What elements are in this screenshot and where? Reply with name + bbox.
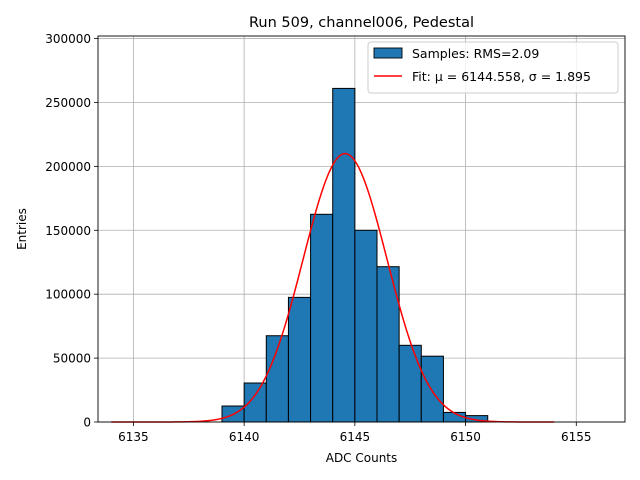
plot-frame: [97, 35, 626, 423]
legend-histogram-swatch: [373, 47, 403, 59]
x-tick-label: 6155: [561, 430, 592, 444]
y-tick-label: 50000: [53, 352, 91, 366]
legend-histogram-label: Samples: RMS=2.09: [412, 46, 539, 61]
legend: Samples: RMS=2.09 Fit: μ = 6144.558, σ =…: [367, 41, 619, 94]
y-axis-label: Entries: [15, 208, 29, 250]
x-tick-label: 6140: [229, 430, 260, 444]
x-tick-label: 6135: [118, 430, 149, 444]
legend-fit-label: Fit: μ = 6144.558, σ = 1.895: [412, 69, 591, 84]
x-tick-label: 6150: [450, 430, 481, 444]
histogram-bar: [354, 229, 378, 423]
x-axis-label: ADC Counts: [326, 451, 398, 465]
histogram-bar: [310, 213, 334, 423]
histogram-bar: [420, 355, 444, 423]
x-tick-label: 6145: [340, 430, 371, 444]
y-axis-ticks: 0 50000 100000 150000 200000 250000 300000: [45, 32, 98, 430]
histogram-bar: [398, 344, 422, 423]
histogram-bar: [243, 382, 267, 423]
y-tick-label: 0: [83, 416, 91, 430]
y-tick-label: 250000: [45, 96, 91, 110]
y-tick-label: 100000: [45, 288, 91, 302]
y-tick-label: 300000: [45, 32, 91, 46]
chart-title: Run 509, channel006, Pedestal: [249, 15, 474, 31]
y-tick-label: 200000: [45, 160, 91, 174]
histogram-bars: [221, 87, 489, 423]
x-axis-ticks: 6135 6140 6145 6150 6155: [118, 422, 592, 444]
histogram-bar: [287, 296, 312, 423]
legend-box: [367, 41, 619, 94]
histogram-bar: [332, 87, 356, 423]
y-tick-label: 150000: [45, 224, 91, 238]
